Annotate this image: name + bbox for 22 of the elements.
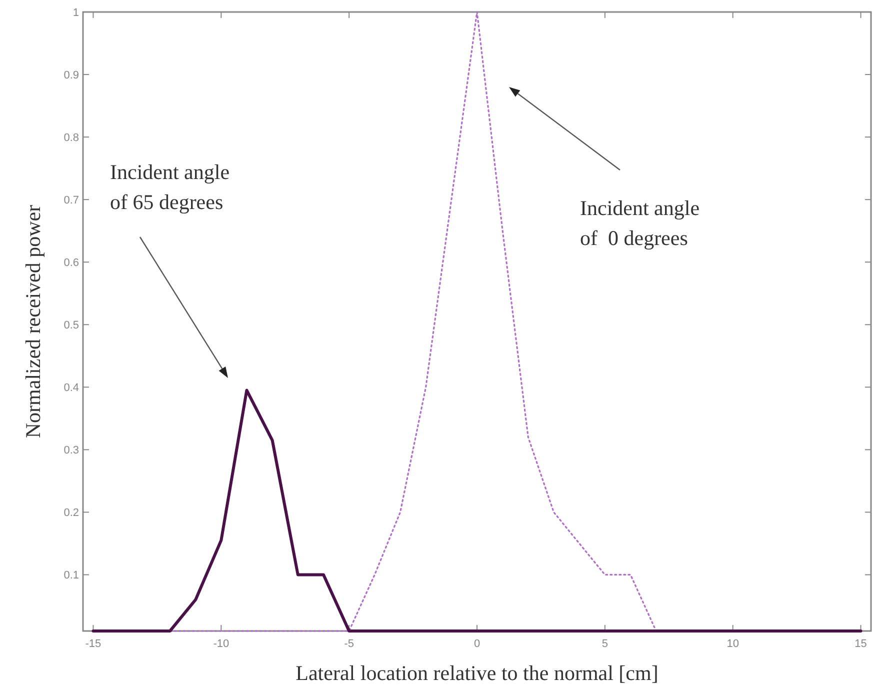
x-tick-label: -10 xyxy=(213,638,230,650)
y-tick-label: 0.6 xyxy=(64,257,79,270)
annotation: Incident angle of 65 degrees xyxy=(110,160,230,214)
y-tick-label: 0.5 xyxy=(64,320,79,332)
y-tick-label: 0.4 xyxy=(64,382,79,394)
y-tick-label: 0.9 xyxy=(64,70,79,82)
x-tick-label: -15 xyxy=(85,638,102,650)
x-axis-title: Lateral location relative to the normal [cm] xyxy=(296,661,658,685)
line-series xyxy=(92,388,862,632)
y-axis-title: Normalized received power xyxy=(21,204,45,438)
x-tick-label: 10 xyxy=(726,638,739,650)
y-tick-label: 0.8 xyxy=(64,132,79,144)
y-tick-label: 0.3 xyxy=(64,444,79,457)
x-tick-label: -5 xyxy=(344,638,354,650)
y-tick-label: 0.2 xyxy=(64,507,79,520)
x-tick-label: 5 xyxy=(602,638,608,650)
x-tick-label: 0 xyxy=(474,638,480,650)
annotation: Incident angle of 0 degrees xyxy=(580,196,700,250)
x-tick-label: 15 xyxy=(854,638,867,650)
y-tick-label: 1 xyxy=(72,7,79,19)
y-tick-label: 0.1 xyxy=(64,570,79,582)
y-tick-label: 0.7 xyxy=(64,194,79,207)
